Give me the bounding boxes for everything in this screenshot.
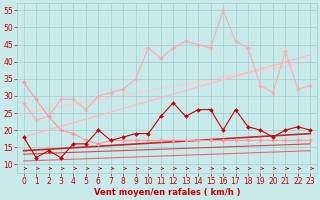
X-axis label: Vent moyen/en rafales ( km/h ): Vent moyen/en rafales ( km/h ) — [94, 188, 240, 197]
